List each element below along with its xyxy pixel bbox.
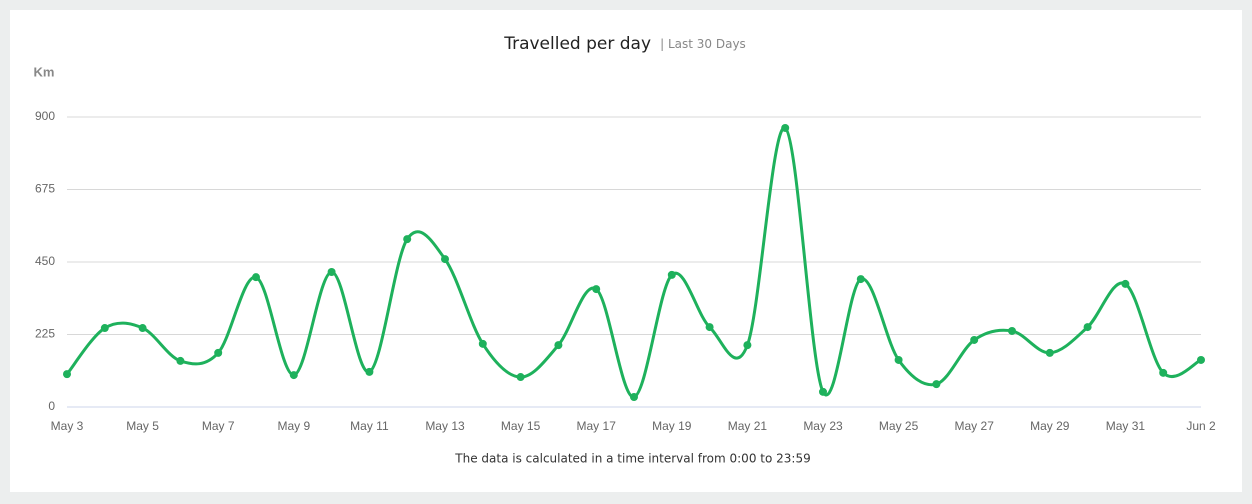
x-tick-label: May 15 bbox=[501, 419, 541, 433]
x-tick-label: May 3 bbox=[51, 419, 84, 433]
point bbox=[138, 324, 147, 333]
point bbox=[478, 339, 487, 348]
x-tick-label: May 31 bbox=[1106, 419, 1146, 433]
y-axis-label: Km bbox=[34, 64, 55, 79]
y-tick-label: 0 bbox=[48, 399, 55, 413]
point bbox=[327, 267, 336, 276]
point bbox=[894, 355, 903, 364]
x-tick-label: May 17 bbox=[577, 419, 617, 433]
x-tick-label: May 13 bbox=[425, 419, 465, 433]
point bbox=[592, 285, 601, 294]
point bbox=[63, 370, 71, 379]
x-tick-label: May 5 bbox=[126, 419, 159, 433]
point bbox=[100, 324, 109, 333]
point bbox=[403, 235, 412, 244]
x-tick-label: May 29 bbox=[1030, 419, 1070, 433]
x-tick-label: May 7 bbox=[202, 419, 235, 433]
point bbox=[441, 255, 449, 264]
point bbox=[1083, 323, 1092, 332]
chart-heading: Travelled per day | Last 30 Days bbox=[503, 34, 746, 55]
y-tick-label: 675 bbox=[35, 182, 55, 196]
point bbox=[1121, 279, 1130, 288]
point bbox=[781, 123, 790, 132]
point bbox=[667, 270, 676, 279]
point bbox=[252, 273, 260, 282]
point bbox=[970, 335, 979, 344]
point bbox=[365, 367, 374, 376]
x-tick-label: May 9 bbox=[277, 419, 310, 433]
x-tick-label: May 19 bbox=[652, 419, 692, 433]
footnote: The data is calculated in a time interva… bbox=[454, 452, 810, 466]
x-tick-label: May 27 bbox=[955, 419, 995, 433]
x-tick-label: May 21 bbox=[728, 419, 768, 433]
x-tick-label: Jun 2 bbox=[1186, 419, 1216, 433]
point bbox=[1045, 348, 1054, 357]
point bbox=[516, 373, 525, 382]
point bbox=[932, 380, 941, 389]
point bbox=[214, 348, 223, 357]
x-tick-label: May 23 bbox=[803, 419, 843, 433]
point bbox=[1159, 368, 1168, 377]
chart-card bbox=[10, 10, 1242, 492]
point bbox=[819, 387, 827, 396]
y-tick-label: 225 bbox=[35, 327, 55, 341]
x-tick-label: May 11 bbox=[350, 419, 389, 433]
x-tick-label: May 25 bbox=[879, 419, 919, 433]
point bbox=[630, 393, 638, 402]
point bbox=[1197, 355, 1205, 364]
chart-subtitle: | Last 30 Days bbox=[660, 37, 746, 51]
point bbox=[705, 323, 714, 332]
point bbox=[1008, 326, 1016, 335]
y-tick-label: 450 bbox=[35, 254, 55, 268]
point bbox=[554, 341, 563, 350]
chart-title: Travelled per day bbox=[503, 34, 651, 54]
line bbox=[65, 126, 1202, 399]
y-tick-label: 900 bbox=[35, 109, 55, 123]
point bbox=[856, 275, 865, 284]
point bbox=[743, 341, 752, 350]
point bbox=[176, 356, 185, 365]
point bbox=[289, 371, 298, 380]
